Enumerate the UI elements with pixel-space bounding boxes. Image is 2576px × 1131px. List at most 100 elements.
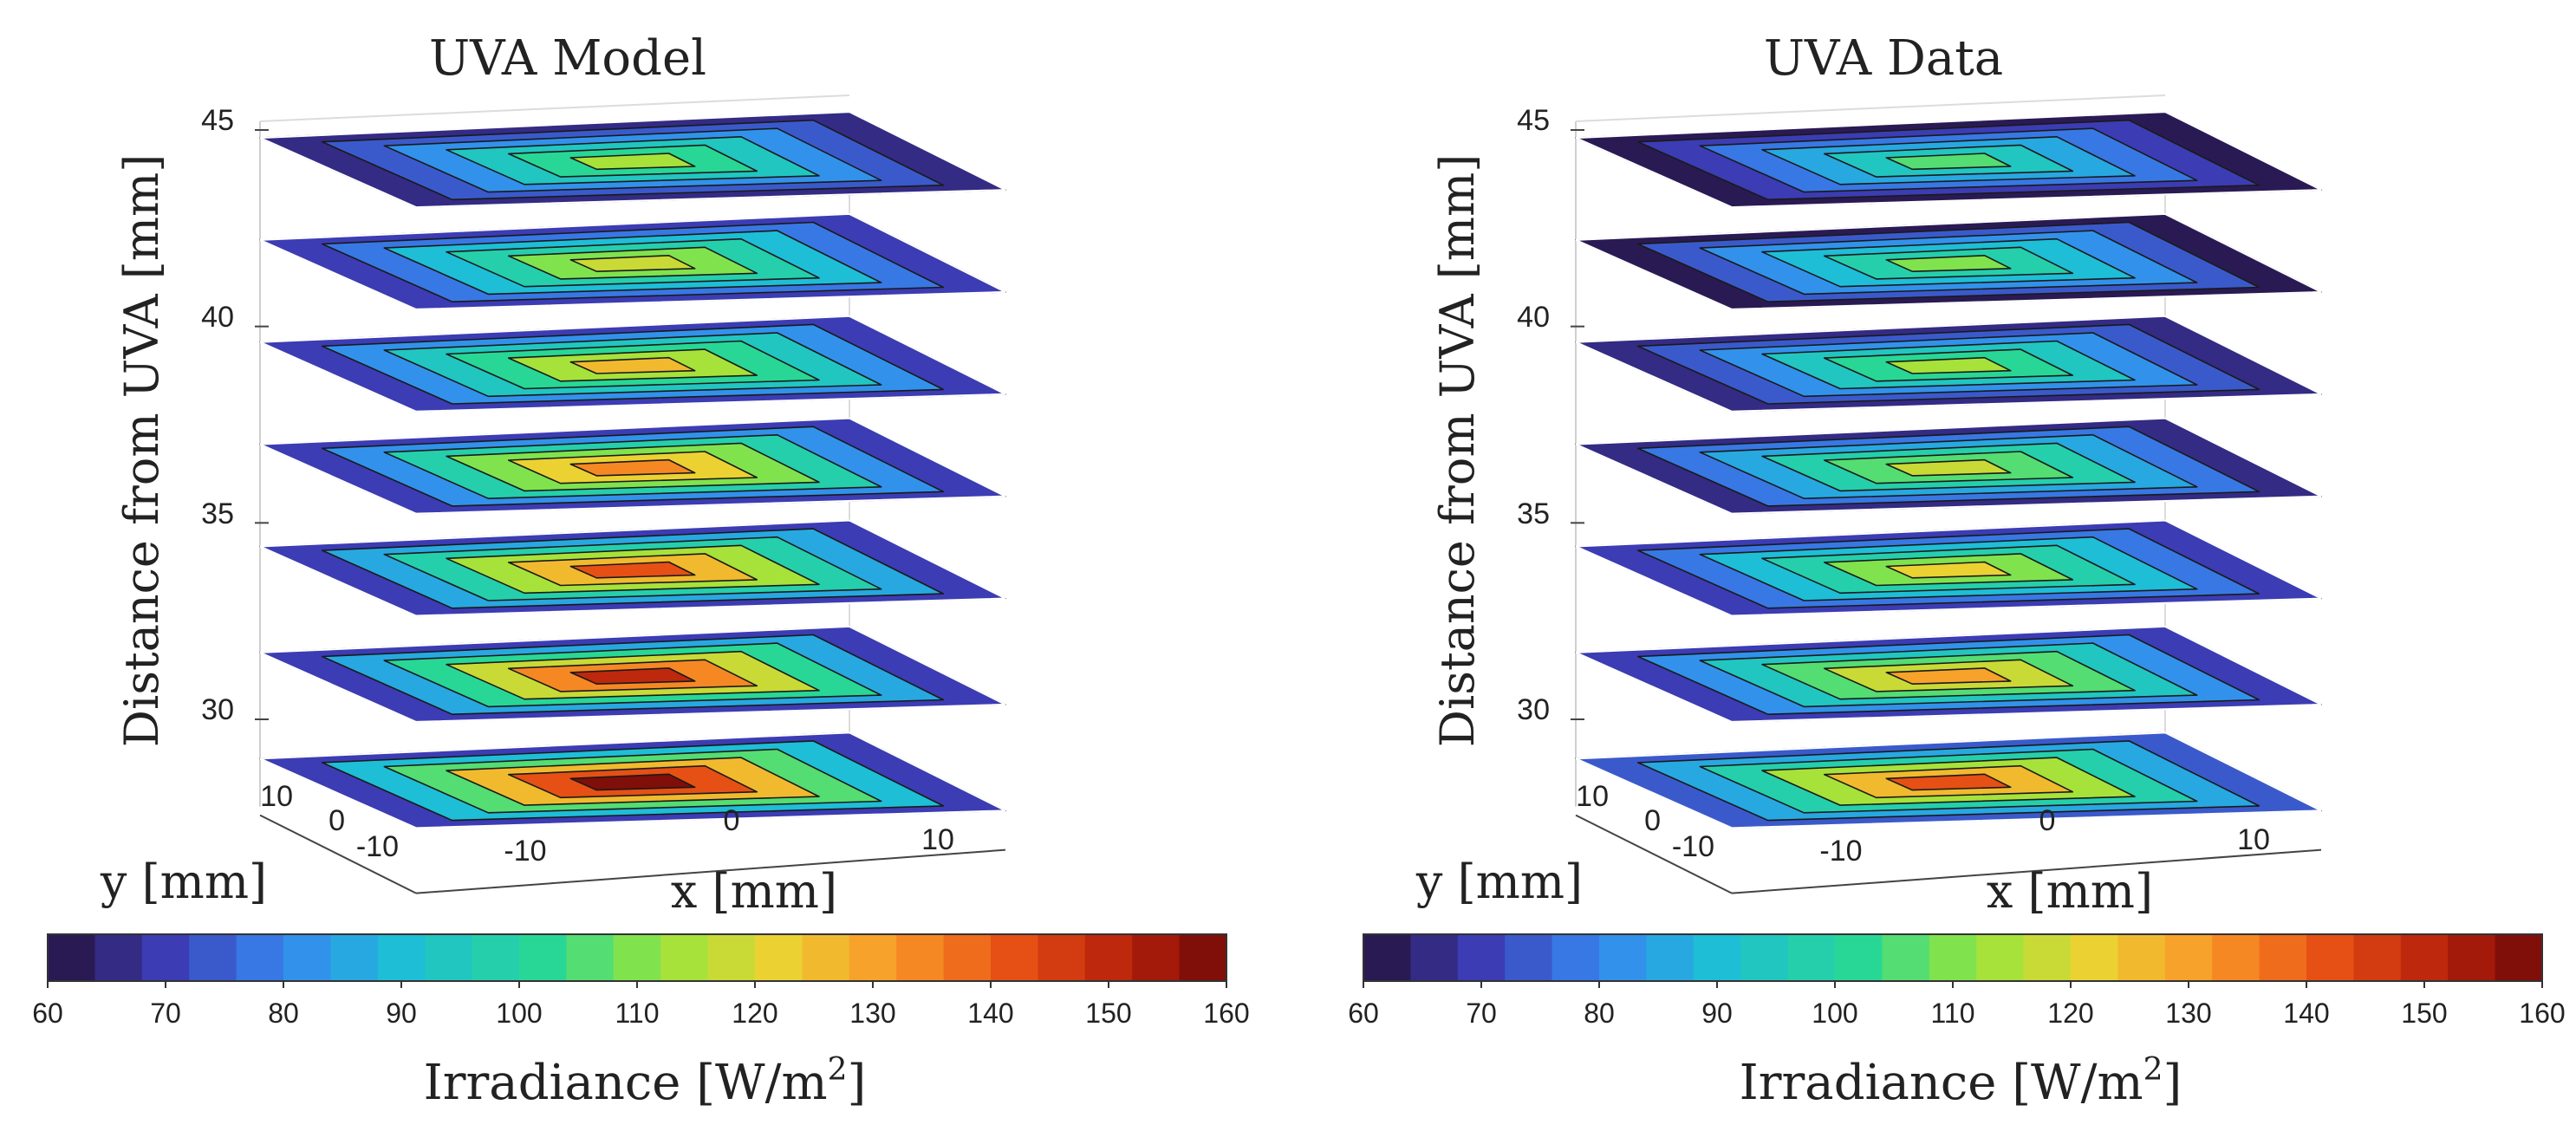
y-axis-line: [259, 814, 417, 894]
colorbar-tick-150: 150: [2401, 998, 2447, 1029]
colorbar-cell: [283, 934, 331, 981]
colorbar-label-text: Irradiance [W/m: [1740, 1055, 2143, 1111]
contour-band: [1885, 153, 2012, 171]
x-axis-line: [415, 848, 1006, 894]
contour-band: [1885, 773, 2012, 791]
colorbar-cell: [660, 934, 709, 981]
colorbar-cell: [2400, 934, 2449, 981]
contour-band: [569, 153, 696, 171]
colorbar-cell: [1551, 934, 1600, 981]
z-axis-label: Distance from UVA [mm]: [114, 154, 169, 748]
colorbar-tick-150: 150: [1085, 998, 1131, 1029]
colorbar-cell: [802, 934, 850, 981]
slice-z-34.4: [1575, 519, 2322, 617]
slice-z-31.7: [259, 625, 1006, 723]
y-tick-0: 0: [329, 804, 345, 837]
z-tick-40: 40: [201, 301, 234, 334]
slice-outline: [1575, 417, 2322, 515]
slice-outline: [1575, 625, 2322, 723]
colorbar: [1363, 933, 2543, 982]
x-tick-0: 0: [2039, 804, 2056, 837]
colorbar-cell: [1693, 934, 1741, 981]
z-tick-45: 45: [1517, 104, 1550, 137]
colorbar-tick-70: 70: [150, 998, 181, 1029]
colorbar-cell: [707, 934, 756, 981]
colorbar-cell: [1410, 934, 1459, 981]
colorbar-cell: [943, 934, 992, 981]
slice-z-29: [259, 731, 1006, 829]
colorbar-tick-130: 130: [849, 998, 895, 1029]
slice-outline: [259, 417, 1006, 515]
colorbar-tick-100: 100: [496, 998, 542, 1029]
x-axis-label: x [mm]: [671, 864, 837, 919]
slice-outline: [1575, 519, 2322, 617]
z-tick-45: 45: [201, 104, 234, 137]
colorbar-cell: [1505, 934, 1553, 981]
colorbar-cell: [1882, 934, 1930, 981]
slice-z-34.4: [259, 519, 1006, 617]
colorbar-label-end: ]: [847, 1055, 866, 1111]
contour-band: [1885, 458, 2012, 477]
slice-z-44.8: [259, 111, 1006, 209]
slice-outline: [259, 519, 1006, 617]
colorbar-tick-90: 90: [1701, 998, 1733, 1029]
colorbar-cell: [1132, 934, 1181, 981]
slice-outline: [259, 315, 1006, 413]
contour-band: [1885, 356, 2012, 374]
colorbar-cell: [2306, 934, 2354, 981]
colorbar-tick-160: 160: [2519, 998, 2565, 1029]
slice-outline: [1575, 111, 2322, 209]
colorbar-cell: [377, 934, 426, 981]
x-tick-0: 0: [724, 804, 740, 837]
slice-outline: [1575, 315, 2322, 413]
colorbar-cell: [2164, 934, 2213, 981]
frame-line-top: [259, 94, 850, 122]
contour-band: [569, 458, 696, 477]
colorbar-tick-80: 80: [1584, 998, 1615, 1029]
colorbar-label-sup: 2: [828, 1052, 848, 1088]
colorbar-cell: [1646, 934, 1695, 981]
y-tick-0: 0: [1644, 804, 1661, 837]
colorbar-cell: [1457, 934, 1506, 981]
colorbar-cell: [896, 934, 945, 981]
colorbar-label-sup: 2: [2143, 1052, 2163, 1088]
z-tick-35: 35: [1517, 497, 1550, 530]
slice-z-44.8: [1575, 111, 2322, 209]
colorbar-cell: [2071, 934, 2118, 981]
colorbar-tick-130: 130: [2165, 998, 2211, 1029]
contour-band: [1885, 561, 2012, 579]
colorbar-tick-140: 140: [2283, 998, 2329, 1029]
colorbar-cell: [1599, 934, 1647, 981]
slice-z-37: [1575, 417, 2322, 515]
colorbar-label-end: ]: [2163, 1055, 2182, 1111]
z-tick-30: 30: [201, 693, 234, 726]
colorbar-cell: [1787, 934, 1836, 981]
colorbar-cell: [1929, 934, 1977, 981]
colorbar-cell: [2448, 934, 2496, 981]
panel-uva-model: UVA Model 30 35 40 45 Distance from UVA …: [32, 30, 1249, 1111]
contour-band: [569, 773, 696, 791]
z-tick-40: 40: [1517, 301, 1550, 334]
z-tick-30: 30: [1517, 693, 1550, 726]
colorbar-cell: [849, 934, 897, 981]
colorbar-cell: [2495, 934, 2543, 981]
colorbar-ticks: 60 70 80 90 100 110 120 130 140 150 160: [1348, 981, 2566, 1029]
y-axis-line: [1575, 814, 1733, 894]
x-axis-line: [1731, 848, 2322, 894]
colorbar-tick-60: 60: [1348, 998, 1379, 1029]
y-tick-10: 10: [1576, 780, 1609, 813]
chart-title: UVA Model: [429, 30, 706, 87]
colorbar-cell: [1038, 934, 1086, 981]
colorbar-label: Irradiance [W/m2]: [424, 1052, 867, 1111]
colorbar-tick-140: 140: [967, 998, 1013, 1029]
colorbar-tick-160: 160: [1203, 998, 1249, 1029]
slice-z-37: [259, 417, 1006, 515]
colorbar-cell: [519, 934, 567, 981]
x-tick--10: -10: [504, 835, 546, 868]
colorbar-cell: [236, 934, 284, 981]
panel-uva-data: UVA Data 30 35 40 45 Distance from UVA […: [1348, 30, 2565, 1111]
y-axis-label: y [mm]: [100, 855, 267, 909]
colorbar-tick-100: 100: [1812, 998, 1857, 1029]
slices: [1575, 111, 2322, 829]
